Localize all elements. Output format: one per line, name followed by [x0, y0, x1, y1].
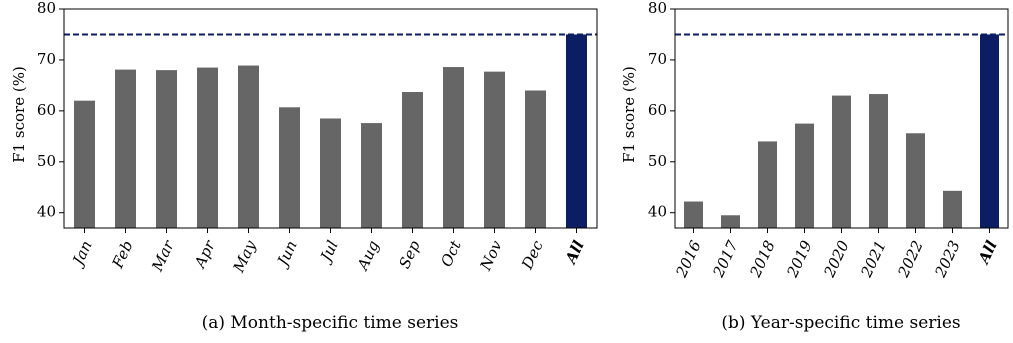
- x-tick-label: Feb: [108, 238, 137, 272]
- bar-2019: [795, 123, 814, 228]
- x-tick-label: Aug: [353, 238, 383, 275]
- bar-oct: [443, 67, 464, 229]
- bar-aug: [361, 123, 382, 228]
- chart-caption: (b) Year-specific time series: [721, 313, 960, 333]
- x-tick-label: 2020: [820, 237, 853, 281]
- bar-may: [238, 65, 259, 228]
- y-tick-label: 70: [37, 50, 56, 68]
- bar-2023: [943, 190, 962, 228]
- x-tick-label: Dec: [518, 237, 547, 273]
- y-tick-label: 40: [37, 203, 56, 221]
- bar-jan: [74, 100, 95, 228]
- y-tick-label: 60: [37, 101, 56, 119]
- y-tick-label: 70: [648, 50, 667, 68]
- bar-2022: [906, 133, 925, 228]
- axes-frame: [63, 8, 598, 229]
- bar-2018: [758, 141, 777, 228]
- y-tick-label: 50: [648, 152, 667, 170]
- bar-nov: [484, 71, 505, 228]
- x-tick-label: Mar: [148, 237, 178, 275]
- y-tick-label: 60: [648, 101, 667, 119]
- x-tick-label: 2022: [894, 238, 927, 281]
- bar-2020: [832, 95, 851, 229]
- bar-2017: [721, 215, 740, 228]
- x-tick-label: 2023: [931, 238, 964, 281]
- x-tick-label: All: [561, 238, 588, 269]
- bar-2016: [684, 201, 703, 228]
- bar-mar: [156, 70, 177, 229]
- x-tick-label: Jan: [68, 238, 96, 271]
- y-tick-label: 80: [648, 0, 667, 17]
- bar-all: [980, 34, 999, 228]
- bar-jun: [279, 107, 300, 228]
- axes-frame: [674, 8, 1009, 229]
- y-tick-label: 50: [37, 152, 56, 170]
- x-tick-label: Nov: [476, 237, 506, 274]
- bar-dec: [525, 90, 546, 228]
- bar-jul: [320, 118, 341, 228]
- bar-all: [566, 34, 587, 228]
- chart-caption: (a) Month-specific time series: [202, 313, 459, 333]
- x-tick-label: Jun: [272, 238, 300, 271]
- x-tick-label: All: [974, 238, 1001, 269]
- x-tick-label: 2017: [709, 237, 742, 281]
- x-tick-label: May: [229, 237, 260, 276]
- bar-2021: [869, 94, 888, 228]
- y-axis-label: F1 score (%): [620, 66, 638, 163]
- x-tick-label: Apr: [190, 237, 219, 272]
- x-tick-label: 2019: [783, 237, 816, 281]
- bar-sep: [402, 92, 423, 228]
- y-tick-label: 80: [37, 0, 56, 17]
- chart-1: Jan Feb Mar Apr May Jun Jul Aug Sep Oct Nov Dec All 4…: [10, 0, 598, 333]
- x-tick-label: 2016: [672, 237, 705, 281]
- x-tick-label: Jul: [316, 238, 342, 267]
- x-tick-label: Oct: [437, 237, 465, 270]
- chart-2: 2016 2017 2018 2019 2020 2021 2022 2023 All 40 50 6…: [620, 0, 1009, 333]
- bar-feb: [115, 69, 136, 228]
- bar-apr: [197, 67, 218, 229]
- x-tick-label: 2021: [857, 238, 890, 281]
- y-tick-label: 40: [648, 203, 667, 221]
- x-tick-label: 2018: [746, 238, 779, 281]
- x-tick-label: Sep: [395, 237, 424, 271]
- y-axis-label: F1 score (%): [10, 66, 28, 163]
